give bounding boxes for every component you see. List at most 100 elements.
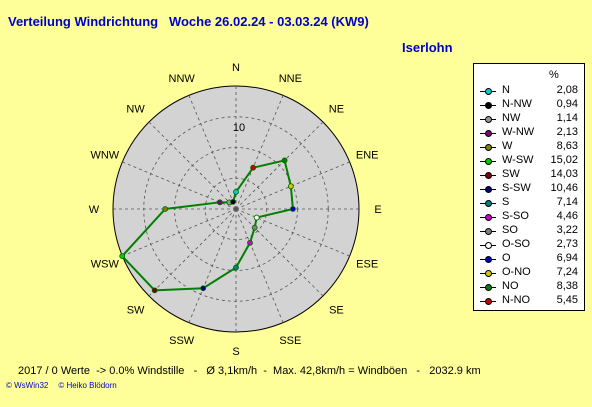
direction-label-ene: ENE <box>356 150 379 162</box>
data-point-wsw <box>119 253 126 260</box>
legend-label: S-SW <box>502 182 531 194</box>
direction-label-nne: NNE <box>279 73 302 85</box>
legend-label: W-SW <box>502 154 534 166</box>
legend-value: 3,22 <box>556 224 578 236</box>
footer-stats: 2017 / 0 Werte -> 0.0% Windstille - Ø 3,… <box>18 365 481 377</box>
legend-marker <box>485 102 492 109</box>
direction-label-wsw: WSW <box>91 258 120 270</box>
legend-value: 2,13 <box>556 126 578 138</box>
legend-marker <box>485 130 492 137</box>
grid-spoke-nw <box>148 121 237 210</box>
radial-tick-label: 10 <box>233 122 245 134</box>
legend-label: S <box>502 196 510 208</box>
direction-label-ne: NE <box>329 104 344 116</box>
grid-spoke-ssw <box>188 208 237 323</box>
direction-label-nnw: NNW <box>169 73 196 85</box>
legend-label: O <box>502 252 511 264</box>
legend-marker <box>485 242 492 249</box>
legend-value: 2,73 <box>556 238 578 250</box>
legend-row: N 2,08 <box>474 84 584 98</box>
legend-row: N-NO 5,45 <box>474 294 584 308</box>
legend-row: O-NO 7,24 <box>474 266 584 280</box>
legend-marker <box>485 298 492 305</box>
grid-spoke-nne <box>235 95 284 210</box>
legend-row: SW 14,03 <box>474 168 584 182</box>
direction-label-sse: SSE <box>279 335 301 347</box>
legend-row: S-SO 4,46 <box>474 210 584 224</box>
legend-value: 0,94 <box>556 98 578 110</box>
legend-label: N-NW <box>502 98 532 110</box>
grid-spoke-sw <box>148 208 237 297</box>
legend-value: 8,38 <box>556 280 578 292</box>
legend-label: N <box>502 84 510 96</box>
legend-label: W <box>502 140 513 152</box>
direction-label-nw: NW <box>126 104 145 116</box>
grid-spoke-wnw <box>122 161 237 210</box>
data-point-ene <box>287 183 294 190</box>
grid-spoke-ne <box>235 121 324 210</box>
legend-marker <box>485 214 492 221</box>
legend-value: 10,46 <box>550 182 578 194</box>
legend: % N 2,08 N-NW 0,94 NW 1,14 W-NW 2,13 W 8,63 W-SW 15… <box>473 63 585 311</box>
legend-marker <box>485 144 492 151</box>
legend-value: 1,14 <box>556 112 578 124</box>
grid-spoke-nnw <box>188 95 237 210</box>
legend-label: NW <box>502 112 521 124</box>
chart-title: Verteilung Windrichtung Woche 26.02.24 -… <box>8 14 369 29</box>
legend-row: W 8,63 <box>474 140 584 154</box>
legend-label: SW <box>502 168 520 180</box>
legend-value: 8,63 <box>556 140 578 152</box>
data-point-se <box>251 224 258 231</box>
direction-label-wnw: WNW <box>90 150 119 162</box>
legend-marker <box>485 270 492 277</box>
data-point-n <box>233 189 239 195</box>
direction-label-s: S <box>232 346 239 358</box>
legend-value: 5,45 <box>556 294 578 306</box>
station-name: Iserlohn <box>402 40 453 55</box>
legend-label: NO <box>502 280 519 292</box>
legend-value: 7,14 <box>556 196 578 208</box>
credit-author: © Heiko Blödorn <box>58 381 117 390</box>
data-point-nnw <box>230 198 236 205</box>
legend-marker <box>485 200 492 207</box>
grid-spoke-wsw <box>122 208 237 257</box>
legend-row: NO 8,38 <box>474 280 584 294</box>
legend-marker <box>485 186 492 193</box>
legend-value: 4,46 <box>556 210 578 222</box>
data-point-s <box>233 264 239 271</box>
legend-label: N-NO <box>502 294 531 306</box>
legend-label: S-SO <box>502 210 529 222</box>
legend-value: 7,24 <box>556 266 578 278</box>
legend-label: O-SO <box>502 238 531 250</box>
legend-marker <box>485 158 492 165</box>
legend-label: W-NW <box>502 126 535 138</box>
legend-marker <box>485 284 492 291</box>
legend-row: W-SW 15,02 <box>474 154 584 168</box>
legend-row: S-SW 10,46 <box>474 182 584 196</box>
legend-value: 2,08 <box>556 84 578 96</box>
data-point-ssw <box>200 285 207 292</box>
credit-wswin: © WsWin32 <box>6 381 49 390</box>
legend-marker <box>485 88 492 95</box>
legend-row: O-SO 2,73 <box>474 238 584 252</box>
legend-row: N-NW 0,94 <box>474 98 584 112</box>
data-point-e <box>290 206 296 212</box>
direction-label-n: N <box>232 62 240 74</box>
data-point-ne <box>281 157 288 164</box>
data-point-sse <box>247 239 253 246</box>
legend-row: NW 1,14 <box>474 112 584 126</box>
legend-marker <box>485 228 492 235</box>
legend-label: O-NO <box>502 266 531 278</box>
grid-spoke-se <box>235 208 324 297</box>
direction-label-ese: ESE <box>356 258 378 270</box>
legend-label: SO <box>502 224 518 236</box>
legend-value: 14,03 <box>550 168 578 180</box>
legend-row: W-NW 2,13 <box>474 126 584 140</box>
legend-row: O 6,94 <box>474 252 584 266</box>
direction-label-sw: SW <box>127 304 145 316</box>
legend-marker <box>485 256 492 263</box>
data-point-ese <box>253 214 260 221</box>
legend-header: % <box>549 69 559 81</box>
data-point-nne <box>250 164 257 171</box>
